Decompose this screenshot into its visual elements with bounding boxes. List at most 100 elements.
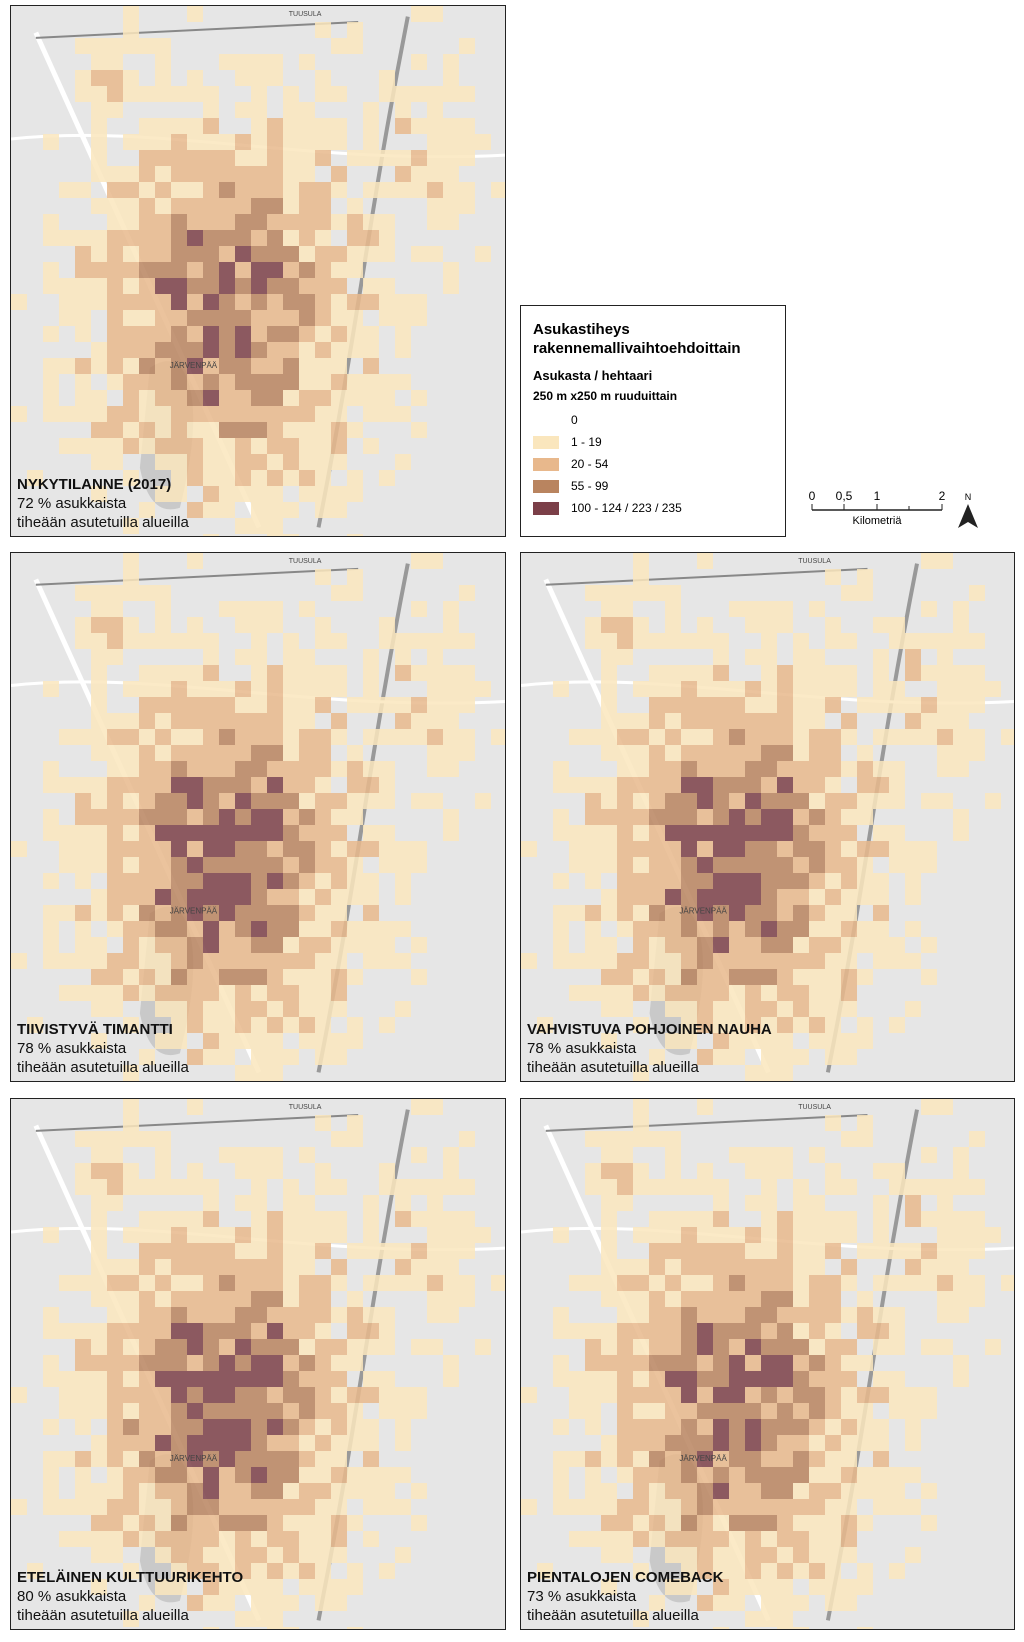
density-cell bbox=[171, 1339, 187, 1355]
density-cell bbox=[139, 1403, 155, 1419]
density-cell bbox=[825, 1467, 841, 1483]
density-cell bbox=[203, 470, 219, 486]
density-cell bbox=[187, 1227, 203, 1243]
density-cell bbox=[633, 1259, 649, 1275]
density-cell bbox=[665, 1131, 681, 1147]
density-cell bbox=[219, 1339, 235, 1355]
density-cell bbox=[395, 1419, 411, 1435]
density-cell bbox=[155, 825, 171, 841]
density-cell bbox=[809, 841, 825, 857]
density-cell bbox=[443, 86, 459, 102]
density-cell bbox=[665, 1435, 681, 1451]
density-cell bbox=[841, 1049, 857, 1065]
density-cell bbox=[331, 1547, 347, 1563]
density-cell bbox=[889, 1163, 905, 1179]
density-cell bbox=[889, 793, 905, 809]
density-cell bbox=[459, 697, 475, 713]
density-cell bbox=[697, 1451, 713, 1467]
density-cell bbox=[299, 1195, 315, 1211]
density-cell bbox=[347, 697, 363, 713]
density-cell bbox=[681, 745, 697, 761]
density-cell bbox=[761, 1579, 777, 1595]
density-cell bbox=[219, 1531, 235, 1547]
density-cell bbox=[633, 1339, 649, 1355]
density-cell bbox=[219, 358, 235, 374]
density-cell bbox=[889, 1483, 905, 1499]
density-cell bbox=[569, 1403, 585, 1419]
density-cell bbox=[985, 793, 1001, 809]
density-cell bbox=[617, 649, 633, 665]
density-cell bbox=[379, 937, 395, 953]
density-cell bbox=[745, 1483, 761, 1499]
density-cell bbox=[107, 1275, 123, 1291]
density-cell bbox=[171, 873, 187, 889]
density-cell bbox=[187, 1387, 203, 1403]
density-cell bbox=[331, 921, 347, 937]
density-cell bbox=[331, 246, 347, 262]
density-cell bbox=[283, 1017, 299, 1033]
density-cell bbox=[331, 1467, 347, 1483]
density-cell bbox=[107, 342, 123, 358]
density-cell bbox=[379, 374, 395, 390]
density-cell bbox=[331, 1355, 347, 1371]
density-cell bbox=[59, 294, 75, 310]
density-cell bbox=[443, 1227, 459, 1243]
density-cell bbox=[777, 1147, 793, 1163]
density-cell bbox=[91, 358, 107, 374]
density-cell bbox=[953, 1355, 969, 1371]
density-cell bbox=[203, 1595, 219, 1611]
density-cell bbox=[187, 70, 203, 86]
density-cell bbox=[745, 745, 761, 761]
density-cell bbox=[171, 697, 187, 713]
density-cell bbox=[697, 1403, 713, 1419]
density-cell bbox=[697, 1419, 713, 1435]
density-cell bbox=[267, 326, 283, 342]
density-cell bbox=[713, 1371, 729, 1387]
density-cell bbox=[91, 1211, 107, 1227]
density-cell bbox=[841, 1131, 857, 1147]
density-cell bbox=[155, 617, 171, 633]
density-cell bbox=[75, 1467, 91, 1483]
density-cell bbox=[681, 1323, 697, 1339]
density-cell bbox=[459, 633, 475, 649]
density-cell bbox=[235, 697, 251, 713]
density-cell bbox=[729, 921, 745, 937]
density-cell bbox=[921, 1211, 937, 1227]
density-cell bbox=[681, 905, 697, 921]
density-cell bbox=[251, 1001, 267, 1017]
density-cell bbox=[219, 1467, 235, 1483]
density-cell bbox=[601, 1435, 617, 1451]
density-cell bbox=[729, 697, 745, 713]
density-cell bbox=[299, 1451, 315, 1467]
place-label: JÄRVENPÄÄ bbox=[170, 906, 218, 915]
density-cell bbox=[123, 1355, 139, 1371]
legend-title: rakennemallivaihtoehdoittain bbox=[533, 340, 741, 357]
density-cell bbox=[187, 873, 203, 889]
density-cell bbox=[267, 809, 283, 825]
density-cell bbox=[585, 1323, 601, 1339]
density-cell bbox=[841, 1499, 857, 1515]
density-cell bbox=[681, 729, 697, 745]
density-cell bbox=[697, 1467, 713, 1483]
density-cell bbox=[187, 182, 203, 198]
density-cell bbox=[267, 1033, 283, 1049]
density-cell bbox=[729, 889, 745, 905]
density-cell bbox=[617, 777, 633, 793]
density-cell bbox=[283, 681, 299, 697]
density-cell bbox=[841, 857, 857, 873]
density-cell bbox=[665, 969, 681, 985]
density-cell bbox=[713, 793, 729, 809]
density-cell bbox=[443, 1371, 459, 1387]
density-cell bbox=[187, 857, 203, 873]
density-cell bbox=[251, 230, 267, 246]
density-cell bbox=[681, 1291, 697, 1307]
density-cell bbox=[155, 1243, 171, 1259]
density-cell bbox=[681, 713, 697, 729]
density-cell bbox=[123, 358, 139, 374]
density-cell bbox=[969, 729, 985, 745]
density-cell bbox=[283, 1211, 299, 1227]
density-cell bbox=[203, 697, 219, 713]
density-cell bbox=[889, 1499, 905, 1515]
density-cell bbox=[585, 953, 601, 969]
